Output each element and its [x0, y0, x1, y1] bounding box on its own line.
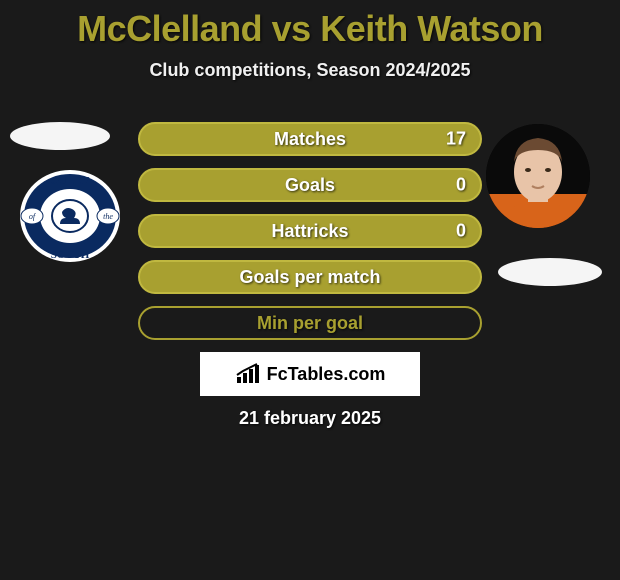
stat-label: Goals per match: [239, 267, 380, 288]
stat-label: Min per goal: [257, 313, 363, 334]
stat-label: Goals: [285, 175, 335, 196]
brand-text: FcTables.com: [267, 364, 386, 385]
stat-row-hattricks: Hattricks 0: [138, 214, 482, 248]
stat-row-min-per-goal: Min per goal: [138, 306, 482, 340]
right-name-oval: [498, 258, 602, 286]
stat-label: Hattricks: [271, 221, 348, 242]
right-player-photo: [486, 124, 590, 228]
page-title: McClelland vs Keith Watson: [0, 0, 620, 50]
stat-value: 0: [456, 175, 466, 196]
bar-chart-icon: [235, 363, 261, 385]
badge-right-text: the: [103, 212, 113, 221]
stat-row-goals: Goals 0: [138, 168, 482, 202]
left-club-badge: QUEEN SOUTH of the: [18, 168, 122, 264]
badge-top-text: QUEEN: [50, 175, 89, 187]
stat-row-goals-per-match: Goals per match: [138, 260, 482, 294]
stats-panel: Matches 17 Goals 0 Hattricks 0 Goals per…: [138, 122, 482, 352]
stat-value: 0: [456, 221, 466, 242]
brand-banner: FcTables.com: [200, 352, 420, 396]
date-text: 21 february 2025: [0, 408, 620, 429]
page-subtitle: Club competitions, Season 2024/2025: [0, 60, 620, 81]
stat-label: Matches: [274, 129, 346, 150]
left-name-oval: [10, 122, 110, 150]
stat-row-matches: Matches 17: [138, 122, 482, 156]
stat-value: 17: [446, 129, 466, 150]
badge-bottom-text: SOUTH: [51, 249, 90, 261]
